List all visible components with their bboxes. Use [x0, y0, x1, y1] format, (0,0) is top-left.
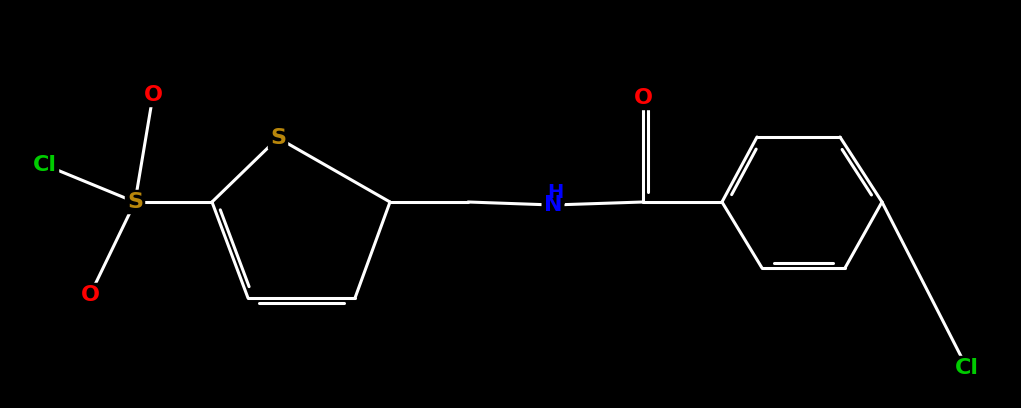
Text: Cl: Cl	[955, 358, 979, 378]
Text: H: H	[547, 184, 564, 202]
Text: S: S	[270, 128, 286, 148]
Text: S: S	[270, 128, 286, 148]
Text: S: S	[127, 192, 143, 212]
Text: O: O	[81, 285, 99, 305]
Text: Cl: Cl	[33, 155, 57, 175]
Text: O: O	[144, 85, 162, 105]
Text: O: O	[144, 85, 162, 105]
Text: O: O	[633, 88, 652, 108]
Text: Cl: Cl	[33, 155, 57, 175]
Text: H: H	[547, 184, 564, 202]
Text: N: N	[544, 195, 563, 215]
Text: O: O	[81, 285, 99, 305]
Text: S: S	[127, 192, 143, 212]
Text: Cl: Cl	[955, 358, 979, 378]
Text: O: O	[633, 88, 652, 108]
Text: N: N	[544, 195, 563, 215]
